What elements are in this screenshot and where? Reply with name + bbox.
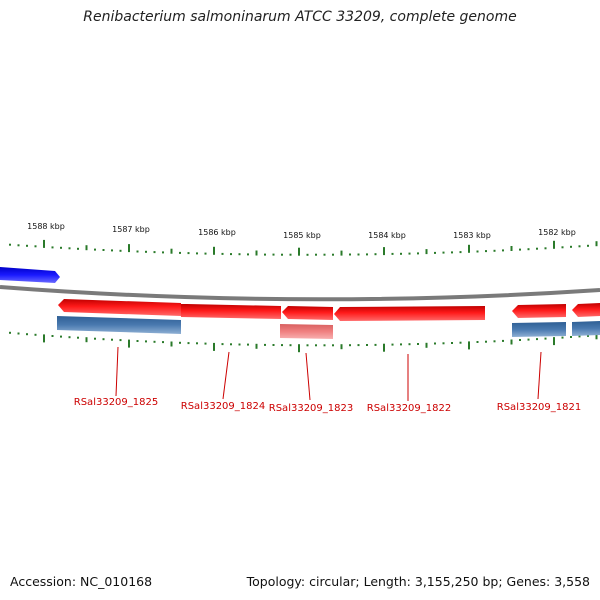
kbp-label: 1586 kbp xyxy=(198,228,236,237)
gene-rsal33209-1825[interactable] xyxy=(57,316,181,334)
gene-label: RSal33209_1821 xyxy=(497,402,581,413)
topology-text: Topology: circular; Length: 3,155,250 bp… xyxy=(246,574,590,589)
kbp-label: 1583 kbp xyxy=(453,231,491,240)
gene-label: RSal33209_1825 xyxy=(74,397,158,408)
gene-label: RSal33209_1823 xyxy=(269,403,353,414)
kbp-label: 1585 kbp xyxy=(283,231,321,240)
cds-rsal33209-1821[interactable] xyxy=(512,304,566,318)
cds-rsal33209-1824[interactable] xyxy=(181,304,281,319)
forward-strand-feature[interactable] xyxy=(0,267,60,283)
genome-backbone xyxy=(0,285,600,302)
gene-rsal33209-1821[interactable] xyxy=(512,322,566,337)
gene-next[interactable] xyxy=(572,321,600,336)
map-title: Renibacterium salmoninarum ATCC 33209, c… xyxy=(83,9,517,25)
gene-labels: RSal33209_1825 RSal33209_1824 RSal33209_… xyxy=(74,397,581,414)
kbp-label: 1587 kbp xyxy=(112,225,150,234)
kbp-label: 1584 kbp xyxy=(368,231,406,240)
accession-text: Accession: NC_010168 xyxy=(10,574,153,589)
gene-label-leaders xyxy=(115,346,542,401)
gene-label: RSal33209_1824 xyxy=(181,401,265,412)
cds-next[interactable] xyxy=(572,303,600,317)
kbp-label: 1582 kbp xyxy=(538,228,576,237)
outer-tick-marks xyxy=(9,239,598,256)
cds-rsal33209-1822[interactable] xyxy=(334,306,485,321)
kbp-label: 1588 kbp xyxy=(27,222,65,231)
gene-label: RSal33209_1822 xyxy=(367,403,451,414)
kbp-labels: 1588 kbp 1587 kbp 1586 kbp 1585 kbp 1584… xyxy=(27,222,576,240)
gene-rsal33209-1823[interactable] xyxy=(280,324,333,339)
cds-rsal33209-1823[interactable] xyxy=(282,306,333,320)
inner-tick-marks xyxy=(9,331,598,353)
cds-rsal33209-1825[interactable] xyxy=(58,299,181,316)
